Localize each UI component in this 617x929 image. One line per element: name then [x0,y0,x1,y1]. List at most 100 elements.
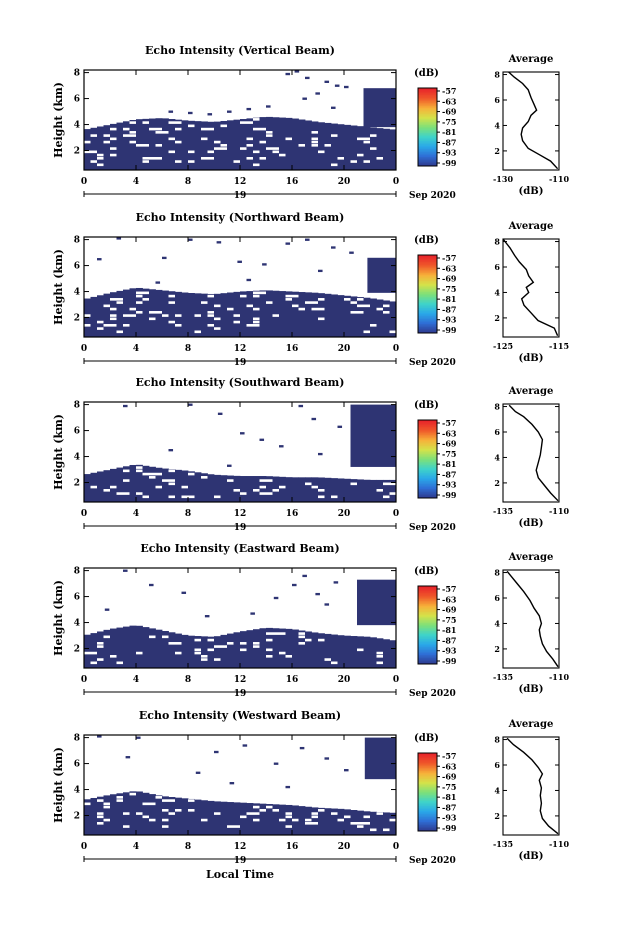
echo-gap [357,311,364,314]
echo-gap [97,658,104,661]
echo-gap [90,651,97,655]
colorbar-segment [418,432,437,435]
colorbar-unit: (dB) [414,68,439,79]
echo-column [363,636,371,668]
echo-column [168,797,176,835]
avg-y-tick-label: 2 [494,811,500,821]
colorbar-segment [418,439,437,442]
echo-column [305,292,312,337]
echo-column [227,292,234,337]
colorbar-segment [418,469,437,472]
sparse-echo-cell [162,256,167,260]
colorbar-segment [418,138,437,142]
echo-column [220,801,228,835]
echo-gap [266,147,273,150]
echo-column [123,626,130,668]
colorbar-segment [418,92,437,95]
colorbar-segment [418,757,437,760]
colorbar-tick-label: -75 [442,284,456,294]
echo-gap [129,140,136,144]
echo-gap [188,809,195,812]
colorbar-segment [418,310,437,313]
colorbar-segment [418,127,437,130]
avg-x-tick-label: -110 [549,672,569,682]
colorbar-segment [418,103,437,107]
sparse-echo-cell [273,596,279,600]
colorbar-segment [418,770,437,773]
echo-column [142,792,150,835]
sparse-echo-cell [349,251,354,254]
colorbar-segment [418,317,437,320]
echo-column [259,803,267,835]
colorbar-segment [418,458,437,461]
sparse-echo-cell [246,107,252,111]
colorbar-segment [418,826,437,829]
y-tick-label: 8 [74,69,80,79]
echo-column [279,628,286,668]
echo-gap [318,307,325,311]
echo-column [266,803,273,835]
colorbar-frame [417,752,438,832]
colorbar-segment [418,429,437,432]
echo-gap [318,638,325,642]
colorbar-segment [418,818,437,821]
colorbar-segment [418,753,437,756]
echo-gap [162,131,169,134]
echo-gap [240,492,247,495]
colorbar-tick-label: -69 [442,439,457,449]
colorbar-segment [418,161,437,164]
echo-gap [149,157,156,160]
echo-gap [376,812,383,815]
echo-column [116,122,124,170]
echo-column [97,295,104,337]
y-tick-label: 8 [74,401,80,411]
echo-gap [110,324,117,327]
sparse-echo-cell [315,592,320,596]
colorbar-segment [418,459,437,462]
echo-column [266,116,273,170]
echo-gap [136,466,143,469]
echo-column [168,119,176,170]
sparse-echo-cell [195,771,201,774]
sparse-echo-cell [217,412,223,415]
echo-column [207,121,215,170]
echo-column [389,812,397,835]
echo-gap [175,642,182,645]
colorbar-segment [418,456,437,459]
echo-column [259,476,267,502]
colorbar-segment [418,827,437,830]
sparse-echo-cell [214,750,219,754]
sparse-echo-cell [216,241,222,244]
colorbar-segment [418,496,437,499]
echo-gap [188,799,195,802]
colorbar-segment [418,464,437,467]
echo-column [311,292,319,337]
echo-column [344,478,351,502]
colorbar-segment [418,270,437,274]
echo-column [110,123,117,170]
colorbar-tick-label: -93 [442,646,457,656]
echo-column [292,291,299,337]
colorbar-segment [418,285,437,288]
echo-gap [155,472,162,476]
echo-gap [214,812,221,815]
echo-gap [253,818,260,822]
echo-column [214,801,221,835]
date-day-label: 19 [234,358,247,368]
echo-column [389,301,397,337]
avg-x-tick-label: -125 [493,341,513,351]
echo-gap [123,825,130,828]
echo-gap [272,314,279,317]
colorbar-segment [418,606,437,609]
date-day-label: 19 [234,191,247,201]
colorbar-segment [418,121,437,124]
colorbar-segment [418,426,437,429]
colorbar-segment [418,819,437,822]
echo-gap [181,495,188,499]
echo-gap [331,134,338,137]
echo-gap [233,320,240,324]
echo-gap [142,144,149,147]
sparse-echo-cell [237,260,242,263]
echo-gap [136,812,143,815]
colorbar-segment [418,630,437,633]
